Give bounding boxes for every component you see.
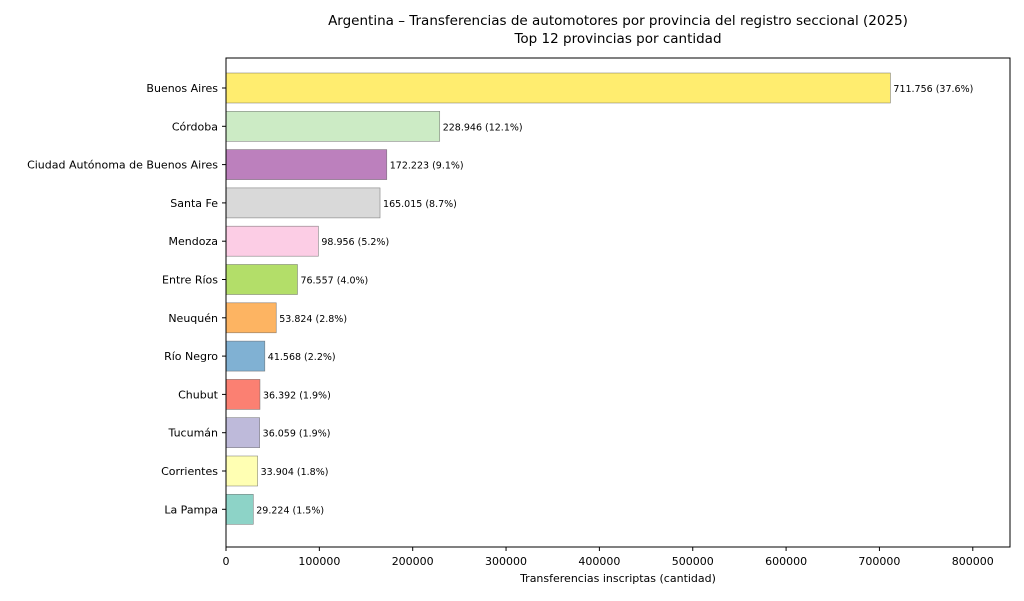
y-tick-label: Ciudad Autónoma de Buenos Aires [27, 159, 218, 172]
y-tick-label: Buenos Aires [146, 82, 218, 95]
data-label: 711.756 (37.6%) [893, 84, 973, 95]
data-label: 53.824 (2.8%) [279, 314, 347, 325]
y-tick-label: Chubut [178, 388, 219, 401]
data-label: 29.224 (1.5%) [256, 505, 324, 516]
data-label: 36.059 (1.9%) [263, 429, 331, 440]
x-tick-label: 300000 [485, 555, 527, 568]
bar [225, 379, 261, 410]
y-tick-label: Corrientes [161, 465, 218, 478]
x-axis-label: Transferencias inscriptas (cantidad) [519, 572, 716, 585]
y-tick-label: Neuquén [168, 312, 218, 325]
y-tick-label: Río Negro [164, 350, 218, 363]
bar [225, 455, 258, 487]
y-tick-label: Córdoba [172, 120, 218, 133]
y-tick-label: Tucumán [168, 427, 218, 440]
x-tick-label: 400000 [578, 555, 620, 568]
bar [225, 72, 891, 104]
chart-title: Argentina – Transferencias de automotore… [328, 13, 908, 29]
data-label: 98.956 (5.2%) [321, 237, 389, 248]
data-label: 41.568 (2.2%) [268, 352, 336, 363]
x-tick-label: 800000 [952, 555, 994, 568]
bar [225, 340, 266, 372]
data-label: 76.557 (4.0%) [300, 276, 368, 287]
data-label: 36.392 (1.9%) [263, 390, 331, 401]
y-tick-label: La Pampa [164, 503, 218, 516]
bar [225, 493, 254, 525]
bar [225, 302, 277, 334]
y-tick-label: Mendoza [169, 235, 218, 248]
x-tick-label: 0 [223, 555, 230, 568]
data-label: 165.015 (8.7%) [383, 199, 457, 210]
x-tick-label: 100000 [298, 555, 340, 568]
x-tick-label: 700000 [858, 555, 900, 568]
chart-subtitle: Top 12 provincias por cantidad [513, 31, 721, 47]
bar [225, 187, 381, 219]
data-label: 228.946 (12.1%) [443, 122, 523, 133]
bar [225, 225, 319, 257]
bar [225, 149, 388, 180]
y-tick-label: Santa Fe [170, 197, 218, 210]
x-tick-label: 200000 [392, 555, 434, 568]
y-tick-label: Entre Ríos [162, 274, 218, 287]
data-label: 33.904 (1.8%) [261, 467, 329, 478]
bar [225, 417, 260, 449]
bar [225, 111, 441, 142]
x-tick-label: 600000 [765, 555, 807, 568]
plot-frame [225, 57, 1011, 548]
x-tick-label: 500000 [672, 555, 714, 568]
data-label: 172.223 (9.1%) [390, 161, 464, 172]
bar [225, 264, 298, 295]
